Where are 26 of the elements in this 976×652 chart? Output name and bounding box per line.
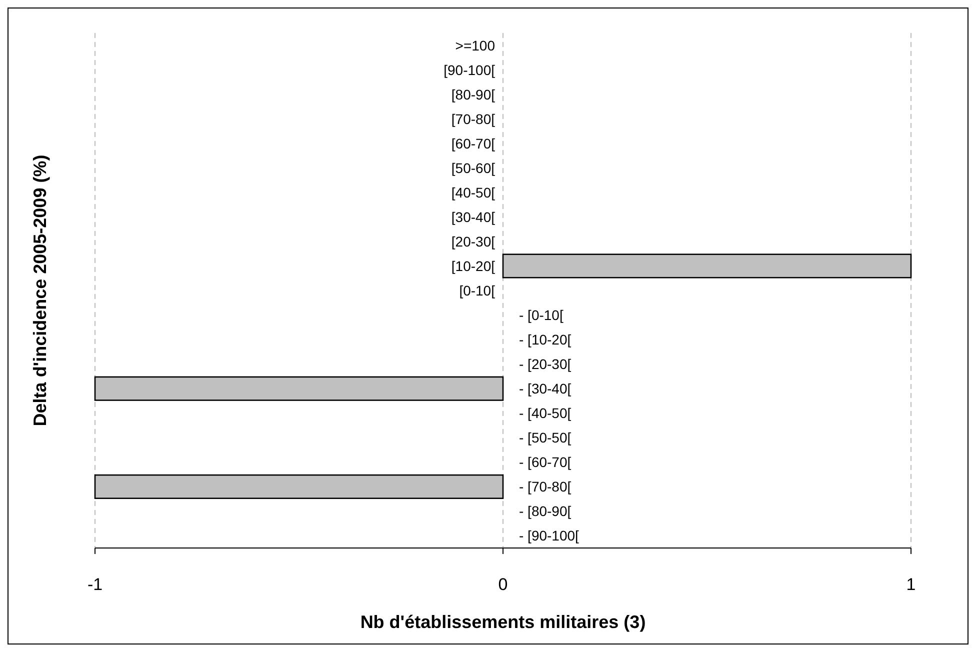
y-tick-label: [50-60[ xyxy=(451,160,496,176)
y-tick-label: [10-20[ xyxy=(451,258,496,274)
y-tick-label: >=100 xyxy=(455,37,496,54)
y-tick-label: - [60-70[ xyxy=(519,454,572,470)
y-tick-label: [70-80[ xyxy=(451,110,496,127)
y-tick-label: - [30-40[ xyxy=(519,380,572,397)
y-tick-label: [0-10[ xyxy=(459,282,496,298)
y-tick-label: - [0-10[ xyxy=(519,307,564,324)
x-tick-label: 1 xyxy=(906,575,916,594)
y-tick-label: [40-50[ xyxy=(451,184,496,200)
y-tick-label: [60-70[ xyxy=(451,135,496,152)
y-tick-label: - [20-30[ xyxy=(519,356,572,372)
y-tick-label: - [50-50[ xyxy=(519,430,572,446)
x-tick-label: 0 xyxy=(498,575,508,594)
x-axis-title: Nb d'établissements militaires (3) xyxy=(360,612,646,632)
y-axis-title: Delta d'incidence 2005-2009 (%) xyxy=(30,154,50,426)
y-tick-label: - [80-90[ xyxy=(519,503,572,520)
y-tick-label: - [90-100[ xyxy=(519,528,580,544)
y-tick-label: [30-40[ xyxy=(451,208,496,225)
x-tick-label: -1 xyxy=(87,575,103,594)
y-tick-label: [80-90[ xyxy=(451,86,496,102)
y-tick-label: - [40-50[ xyxy=(519,405,572,422)
y-tick-label: [20-30[ xyxy=(451,233,496,250)
y-tick-label: - [70-80[ xyxy=(519,478,572,495)
y-tick-label: [90-100[ xyxy=(444,62,496,78)
y-tick-label: - [10-20[ xyxy=(519,332,572,348)
